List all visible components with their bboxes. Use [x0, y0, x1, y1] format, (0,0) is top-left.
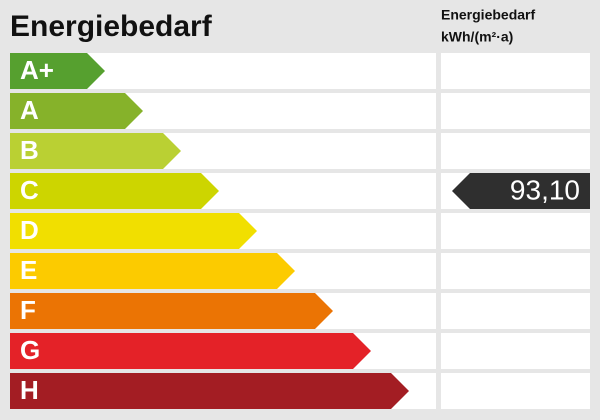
value-cell	[441, 93, 590, 129]
class-label: D	[20, 215, 39, 245]
class-label: C	[20, 175, 39, 205]
value-cell	[441, 253, 590, 289]
class-arrow	[10, 213, 257, 249]
class-arrow	[10, 333, 371, 369]
value-cell	[441, 333, 590, 369]
title: Energiebedarf	[10, 10, 213, 43]
class-label: E	[20, 255, 37, 285]
class-label: A+	[20, 55, 54, 85]
value-cell	[441, 133, 590, 169]
class-label: G	[20, 335, 40, 365]
value-cell	[441, 293, 590, 329]
class-label: A	[20, 95, 39, 125]
value-indicator	[452, 173, 590, 209]
class-label: B	[20, 135, 39, 165]
value-cell	[441, 373, 590, 409]
column-header: Energiebedarf	[441, 7, 535, 23]
class-arrow	[10, 53, 105, 89]
class-arrow	[10, 373, 409, 409]
class-label: H	[20, 375, 39, 405]
column-header-unit: kWh/(m²·a)	[441, 29, 513, 45]
class-label: F	[20, 295, 36, 325]
value-cell	[441, 213, 590, 249]
value-label: 93,10	[510, 174, 580, 205]
class-arrow	[10, 293, 333, 329]
class-arrow	[10, 133, 181, 169]
class-arrow	[10, 253, 295, 289]
class-arrow	[10, 93, 143, 129]
class-arrow	[10, 173, 219, 209]
value-cell	[441, 53, 590, 89]
